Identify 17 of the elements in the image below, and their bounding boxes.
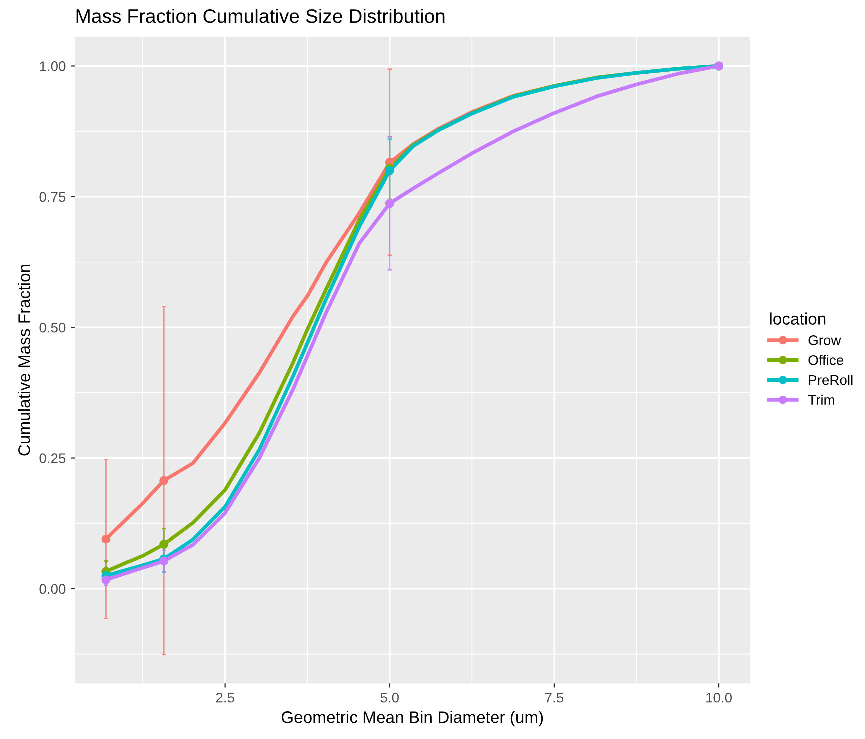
x-tick-label: 5.0: [380, 692, 400, 703]
legend-label: Grow: [808, 336, 842, 346]
legend-title: location: [770, 312, 826, 325]
y-tick-label: 0.00: [40, 584, 66, 594]
x-tick-label: 7.5: [546, 693, 564, 703]
y-axis-title: Cumulative Mass Fraction: [18, 265, 30, 456]
y-tick-label: 0.50: [40, 322, 66, 333]
x-tick-label: 10.0: [706, 692, 732, 703]
legend-label: PreRoll: [809, 374, 853, 386]
y-tick-label: 1.00: [40, 62, 66, 72]
legend-label: Office: [808, 355, 844, 366]
x-axis-title: Geometric Mean Bin Diameter (um): [282, 711, 544, 727]
legend-label: Trim: [808, 394, 834, 405]
y-tick-label: 0.75: [40, 192, 66, 202]
chart-title: Mass Fraction Cumulative Size Distribution: [76, 8, 445, 24]
x-tick-label: 2.5: [216, 692, 234, 703]
y-tick-label: 0.25: [40, 454, 66, 464]
